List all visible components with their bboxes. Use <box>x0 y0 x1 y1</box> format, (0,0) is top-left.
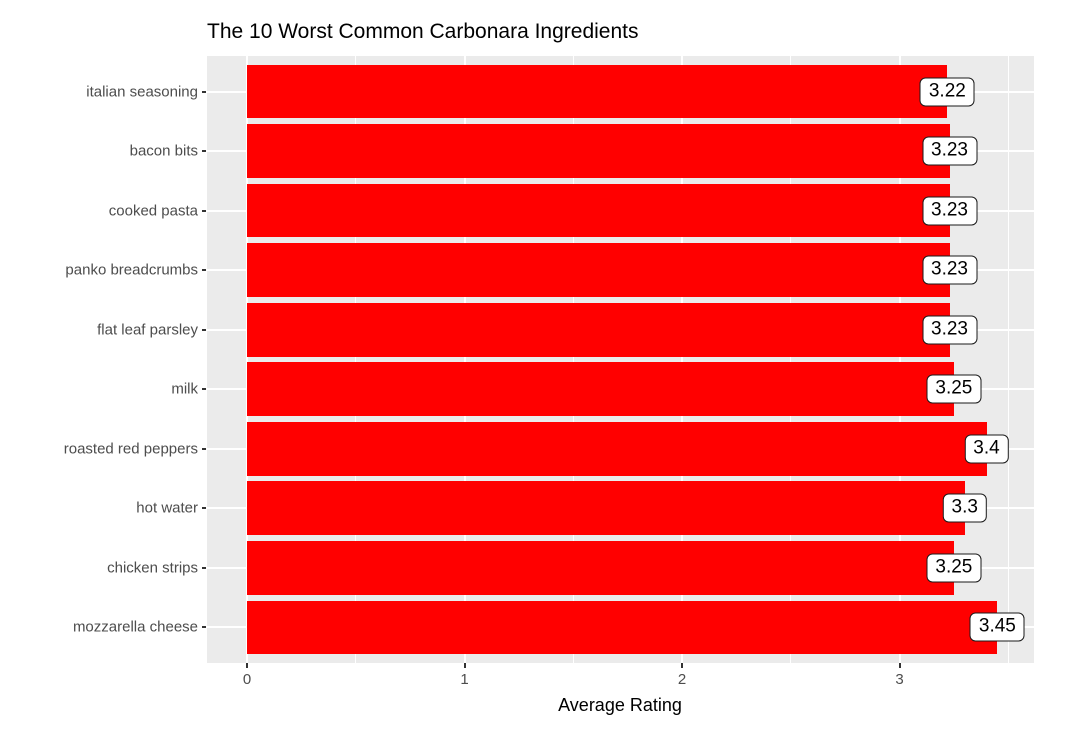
gridline-vertical-major <box>681 56 683 663</box>
y-tick-mark <box>202 150 206 153</box>
bar-value-label: 3.23 <box>922 196 978 226</box>
x-tick-label-3: 3 <box>895 671 904 688</box>
bar-chicken-strips <box>247 541 954 595</box>
bar-cooked-pasta <box>247 183 950 238</box>
y-tick-mark <box>202 626 206 629</box>
bar-value-label: 3.3 <box>942 493 987 523</box>
y-axis-label-roasted-red-peppers: roasted red peppers <box>63 440 198 458</box>
y-tick-mark <box>202 209 206 212</box>
bar-value-label: 3.25 <box>926 553 982 583</box>
bar-value-label: 3.25 <box>926 374 982 404</box>
bar-value-label: 3.4 <box>964 434 1009 464</box>
gridline-vertical-major <box>463 56 466 663</box>
x-tick-mark <box>246 663 248 668</box>
bar-mozzarella-cheese <box>247 600 998 655</box>
y-tick-mark <box>202 269 206 272</box>
bar-roasted-red-peppers <box>247 421 987 476</box>
bar-value-label: 3.23 <box>922 315 978 345</box>
y-tick-mark <box>202 447 206 450</box>
x-tick-mark <box>898 663 901 668</box>
y-axis-label-chicken-strips: chicken strips <box>107 559 198 577</box>
bar-italian-seasoning <box>247 64 948 119</box>
bar-hot-water <box>247 481 965 536</box>
y-axis-label-bacon-bits: bacon bits <box>129 142 198 160</box>
x-tick-mark <box>681 663 683 668</box>
y-axis-label-mozzarella-cheese: mozzarella cheese <box>72 618 198 636</box>
y-tick-mark <box>202 388 206 391</box>
y-axis-label-flat-leaf-parsley: flat leaf parsley <box>97 321 198 339</box>
gridline-vertical-major <box>246 56 248 663</box>
gridline-vertical-minor <box>572 56 574 663</box>
y-axis-label-hot-water: hot water <box>136 499 198 517</box>
y-axis-label-milk: milk <box>171 380 198 398</box>
y-axis-label-italian-seasoning: italian seasoning <box>86 83 198 101</box>
x-axis-title: Average Rating <box>558 695 682 715</box>
y-tick-mark <box>202 507 206 510</box>
bar-value-label: 3.22 <box>919 77 975 107</box>
bar-value-label: 3.23 <box>922 136 978 166</box>
y-axis-label-cooked-pasta: cooked pasta <box>108 202 198 220</box>
bar-flat-leaf-parsley <box>247 302 950 357</box>
y-tick-mark <box>202 90 206 93</box>
y-axis-label-panko-breadcrumbs: panko breadcrumbs <box>65 261 198 279</box>
x-tick-mark <box>463 663 466 668</box>
bar-bacon-bits <box>247 124 950 178</box>
gridline-vertical-minor <box>790 56 792 663</box>
gridline-vertical-major <box>898 56 901 663</box>
bar-panko-breadcrumbs <box>247 243 950 297</box>
bar-value-label: 3.23 <box>922 255 978 285</box>
x-tick-label-0: 0 <box>242 671 252 688</box>
plot-panel: 3.22 3.23 3.23 3.23 3.23 3.25 3.4 3.3 3.25 3.45 <box>207 56 1034 663</box>
gridline-vertical-minor <box>355 56 357 663</box>
chart-title: The 10 Worst Common Carbonara Ingredient… <box>207 20 639 43</box>
x-tick-label-2: 2 <box>677 671 687 688</box>
bar-milk <box>247 362 954 417</box>
y-tick-mark <box>202 328 206 331</box>
bar-value-label: 3.45 <box>969 612 1025 642</box>
gridline-vertical-minor <box>1007 56 1009 663</box>
y-tick-mark <box>202 566 206 569</box>
x-tick-label-1: 1 <box>460 671 469 688</box>
